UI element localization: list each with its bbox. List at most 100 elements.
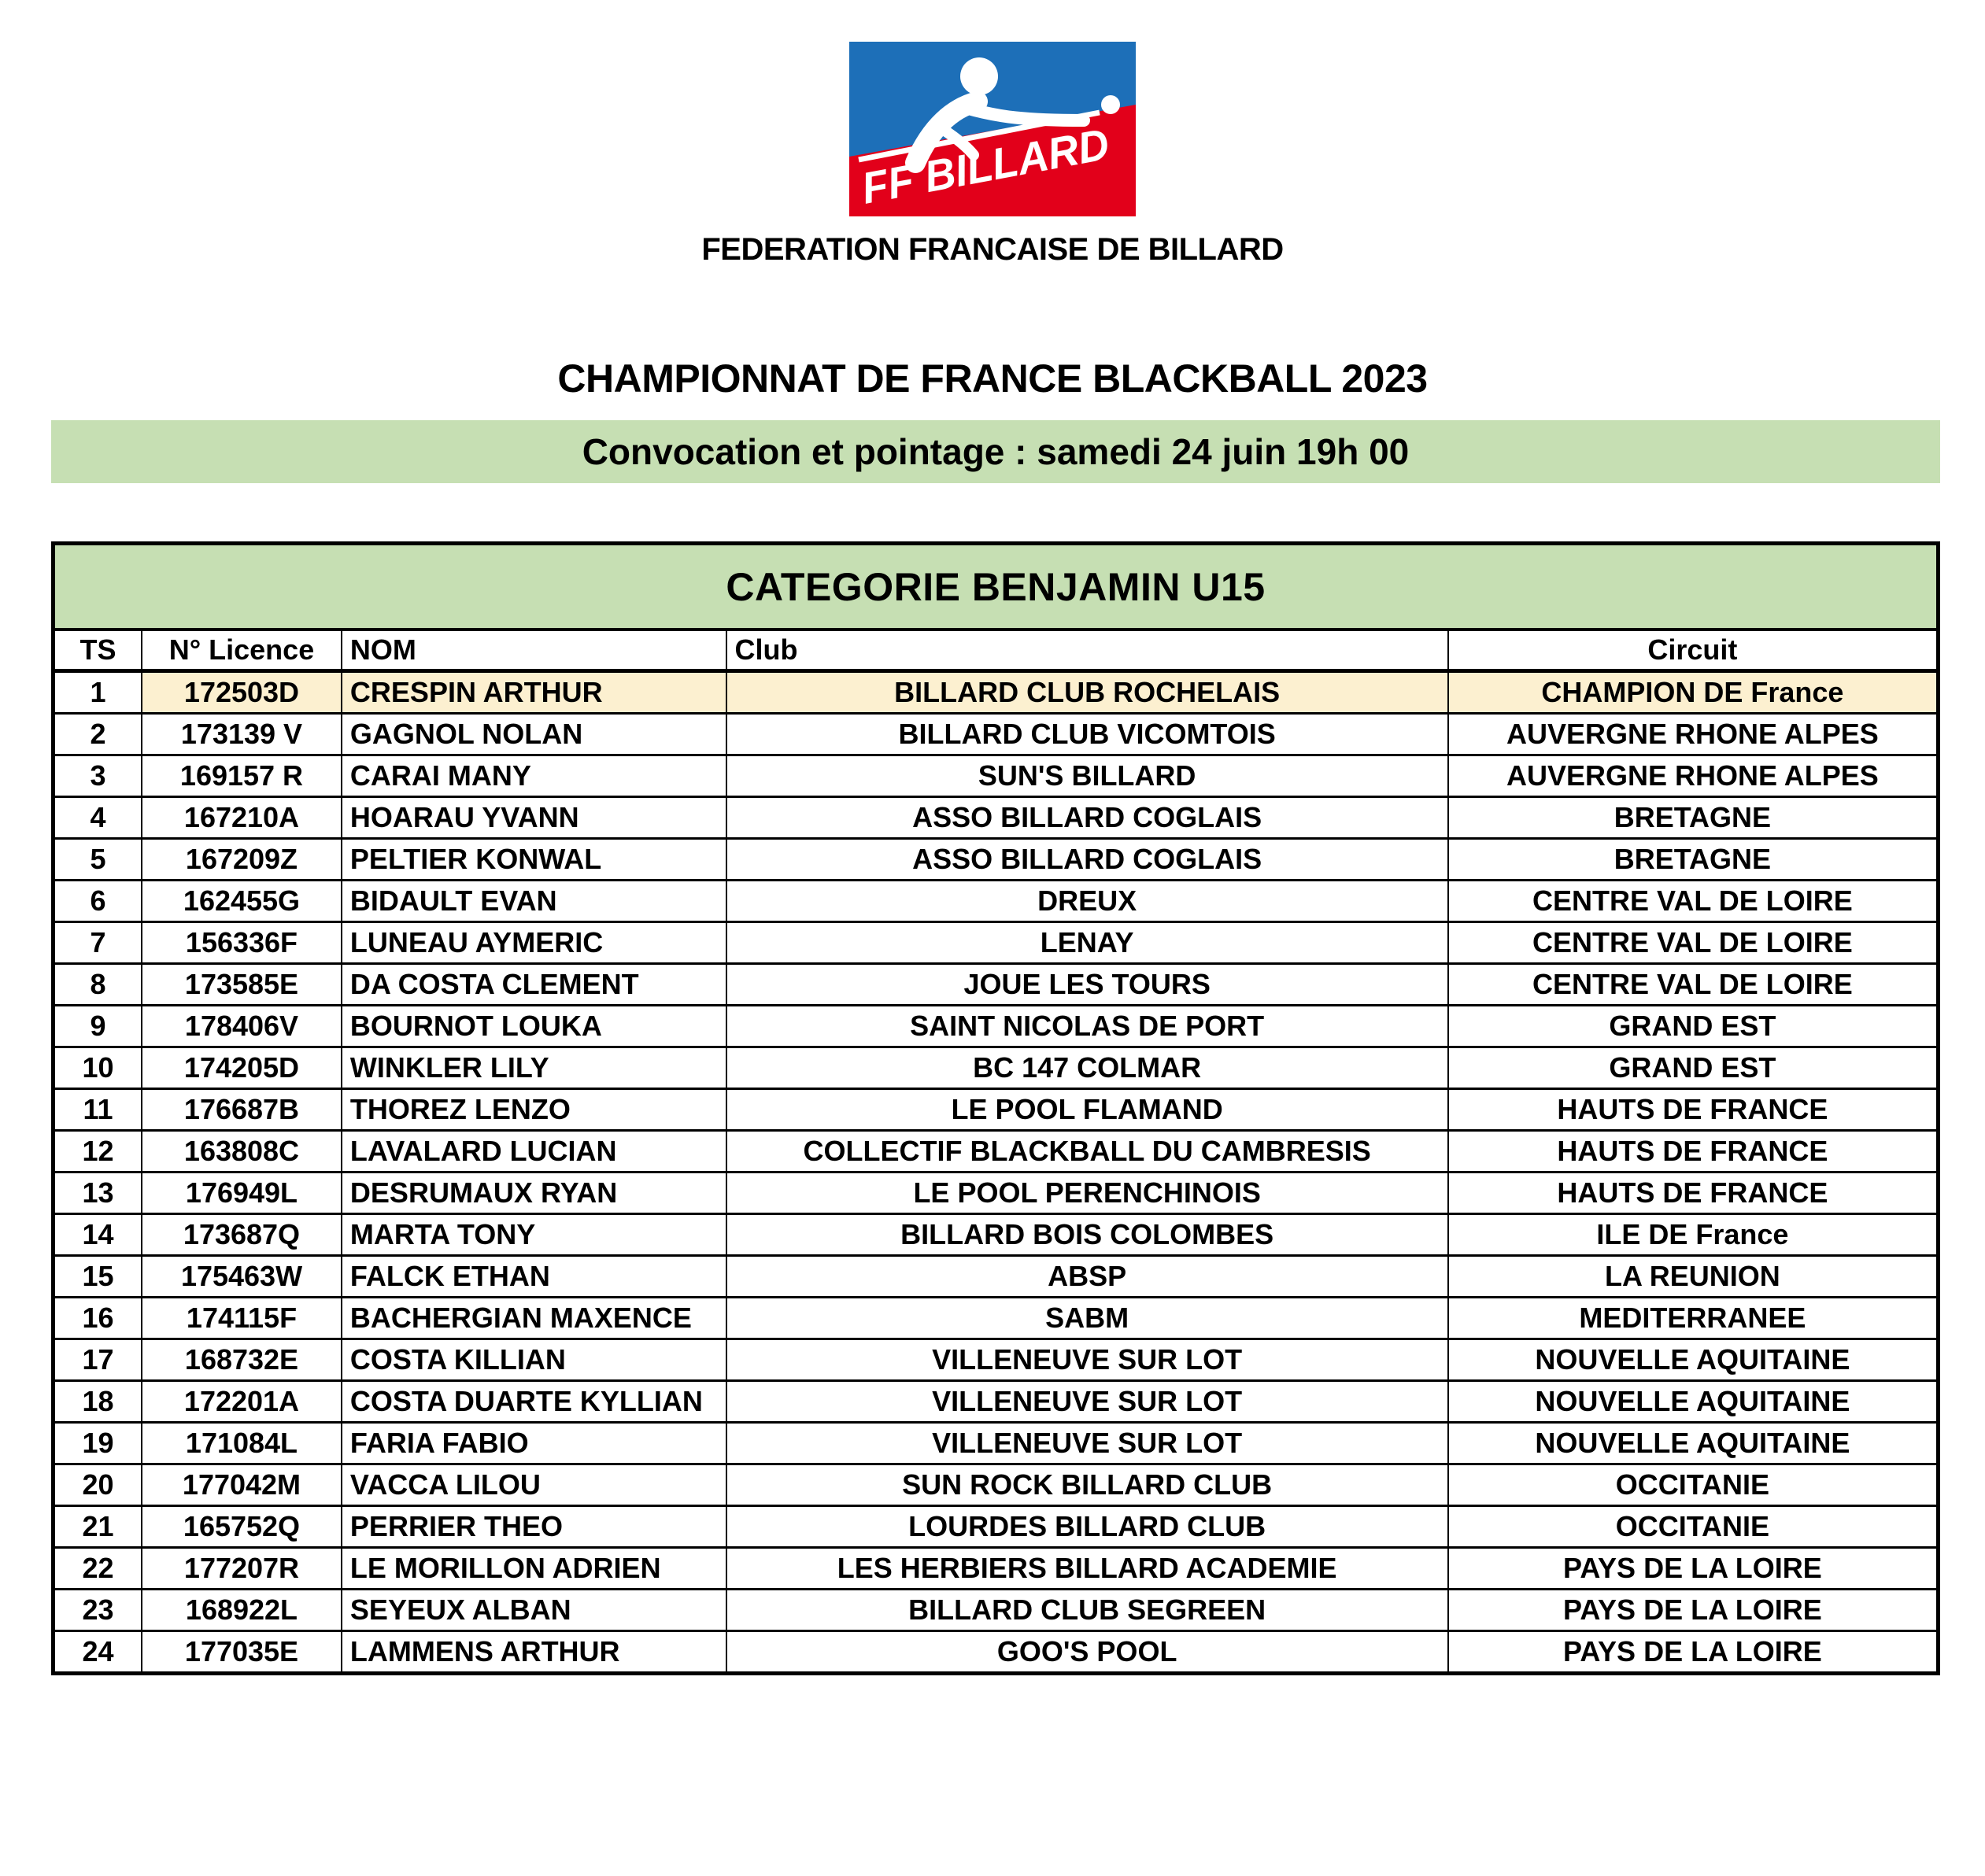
table-row: 18 172201A COSTA DUARTE KYLLIAN VILLENEU… (52, 1379, 1939, 1424)
cell-licence: 176687B (141, 1088, 342, 1132)
cell-licence: 168922L (141, 1588, 342, 1632)
table-row: 23 168922L SEYEUX ALBAN BILLARD CLUB SEG… (52, 1588, 1939, 1632)
cell-licence: 174205D (141, 1046, 342, 1090)
cell-circuit: NOUVELLE AQUITAINE (1447, 1421, 1939, 1465)
cell-circuit: HAUTS DE FRANCE (1447, 1129, 1939, 1173)
table-row: 17 168732E COSTA KILLIAN VILLENEUVE SUR … (52, 1338, 1939, 1382)
cell-nom: LAMMENS ARTHUR (340, 1630, 727, 1675)
table-row: 19 171084L FARIA FABIO VILLENEUVE SUR LO… (52, 1421, 1939, 1465)
cell-circuit: LA REUNION (1447, 1254, 1939, 1298)
cell-ts: 9 (52, 1004, 143, 1048)
cell-licence: 176949L (141, 1171, 342, 1215)
cell-nom: LUNEAU AYMERIC (340, 921, 727, 965)
cell-ts: 1 (52, 670, 143, 715)
table-row: 6 162455G BIDAULT EVAN DREUX CENTRE VAL … (52, 879, 1939, 923)
category-title: CATEGORIE BENJAMIN U15 (52, 542, 1939, 631)
table-row: 3 169157 R CARAI MANY SUN'S BILLARD AUVE… (52, 754, 1939, 798)
cell-circuit: HAUTS DE FRANCE (1447, 1171, 1939, 1215)
table-row: 1 172503D CRESPIN ARTHUR BILLARD CLUB RO… (52, 670, 1939, 715)
cell-circuit: OCCITANIE (1447, 1505, 1939, 1549)
table-row: 4 167210A HOARAU YVANN ASSO BILLARD COGL… (52, 796, 1939, 840)
cell-circuit: BRETAGNE (1447, 837, 1939, 881)
table-row: 9 178406V BOURNOT LOUKA SAINT NICOLAS DE… (52, 1004, 1939, 1048)
cell-club: VILLENEUVE SUR LOT (725, 1421, 1449, 1465)
cell-licence: 177035E (141, 1630, 342, 1675)
cell-circuit: AUVERGNE RHONE ALPES (1447, 754, 1939, 798)
cell-club: JOUE LES TOURS (725, 962, 1449, 1006)
table-row: 11 176687B THOREZ LENZO LE POOL FLAMAND … (52, 1088, 1939, 1132)
cell-ts: 19 (52, 1421, 143, 1465)
cell-circuit: NOUVELLE AQUITAINE (1447, 1379, 1939, 1424)
cell-ts: 22 (52, 1546, 143, 1590)
cell-ts: 24 (52, 1630, 143, 1675)
cell-club: SUN'S BILLARD (725, 754, 1449, 798)
col-header-club: Club (725, 628, 1449, 673)
cell-licence: 167209Z (141, 837, 342, 881)
cell-ts: 4 (52, 796, 143, 840)
cell-ts: 11 (52, 1088, 143, 1132)
cell-nom: GAGNOL NOLAN (340, 712, 727, 756)
cell-club: LENAY (725, 921, 1449, 965)
cell-nom: FALCK ETHAN (340, 1254, 727, 1298)
table-row: 5 167209Z PELTIER KONWAL ASSO BILLARD CO… (52, 837, 1939, 881)
cell-licence: 174115F (141, 1296, 342, 1340)
category-header-row: CATEGORIE BENJAMIN U15 (52, 542, 1939, 631)
cell-licence: 172201A (141, 1379, 342, 1424)
cell-circuit: CHAMPION DE France (1447, 670, 1939, 715)
federation-name: FEDERATION FRANCAISE DE BILLARD (701, 232, 1284, 267)
cell-club: BILLARD BOIS COLOMBES (725, 1213, 1449, 1257)
cell-club: SAINT NICOLAS DE PORT (725, 1004, 1449, 1048)
cell-ts: 15 (52, 1254, 143, 1298)
cell-circuit: ILE DE France (1447, 1213, 1939, 1257)
cell-licence: 156336F (141, 921, 342, 965)
ffb-logo-graphic: FF BILLARD (849, 42, 1136, 216)
col-header-circuit: Circuit (1447, 628, 1939, 673)
cell-circuit: PAYS DE LA LOIRE (1447, 1588, 1939, 1632)
player-table-body: 1 172503D CRESPIN ARTHUR BILLARD CLUB RO… (52, 670, 1939, 1675)
cell-ts: 7 (52, 921, 143, 965)
cell-ts: 2 (52, 712, 143, 756)
cell-ts: 16 (52, 1296, 143, 1340)
cell-licence: 177042M (141, 1463, 342, 1507)
page-title: CHAMPIONNAT DE FRANCE BLACKBALL 2023 (557, 356, 1428, 401)
cell-nom: HOARAU YVANN (340, 796, 727, 840)
cell-nom: BIDAULT EVAN (340, 879, 727, 923)
cell-ts: 13 (52, 1171, 143, 1215)
cell-nom: MARTA TONY (340, 1213, 727, 1257)
cell-licence: 171084L (141, 1421, 342, 1465)
cell-ts: 20 (52, 1463, 143, 1507)
cell-club: COLLECTIF BLACKBALL DU CAMBRESIS (725, 1129, 1449, 1173)
cell-licence: 163808C (141, 1129, 342, 1173)
cell-club: ASSO BILLARD COGLAIS (725, 837, 1449, 881)
cell-club: LE POOL PERENCHINOIS (725, 1171, 1449, 1215)
cell-club: GOO'S POOL (725, 1630, 1449, 1675)
cell-nom: PERRIER THEO (340, 1505, 727, 1549)
col-header-ts: TS (52, 628, 143, 673)
cell-licence: 173687Q (141, 1213, 342, 1257)
players-table: CATEGORIE BENJAMIN U15 TS N° Licence NOM… (51, 541, 1940, 1675)
cell-club: BC 147 COLMAR (725, 1046, 1449, 1090)
cell-club: ABSP (725, 1254, 1449, 1298)
cell-nom: FARIA FABIO (340, 1421, 727, 1465)
cell-nom: LAVALARD LUCIAN (340, 1129, 727, 1173)
column-header-row: TS N° Licence NOM Club Circuit (52, 628, 1939, 673)
cell-club: BILLARD CLUB VICOMTOIS (725, 712, 1449, 756)
cell-circuit: HAUTS DE FRANCE (1447, 1088, 1939, 1132)
cell-club: BILLARD CLUB SEGREEN (725, 1588, 1449, 1632)
cell-ts: 21 (52, 1505, 143, 1549)
cell-nom: WINKLER LILY (340, 1046, 727, 1090)
cell-club: SUN ROCK BILLARD CLUB (725, 1463, 1449, 1507)
cell-club: LES HERBIERS BILLARD ACADEMIE (725, 1546, 1449, 1590)
cell-licence: 168732E (141, 1338, 342, 1382)
cell-nom: CARAI MANY (340, 754, 727, 798)
table-row: 2 173139 V GAGNOL NOLAN BILLARD CLUB VIC… (52, 712, 1939, 756)
cell-ts: 3 (52, 754, 143, 798)
cell-nom: VACCA LILOU (340, 1463, 727, 1507)
cell-nom: LE MORILLON ADRIEN (340, 1546, 727, 1590)
cell-circuit: PAYS DE LA LOIRE (1447, 1630, 1939, 1675)
cell-ts: 6 (52, 879, 143, 923)
table-row: 24 177035E LAMMENS ARTHUR GOO'S POOL PAY… (52, 1630, 1939, 1675)
billiard-ball-icon (1101, 95, 1120, 114)
cell-nom: COSTA DUARTE KYLLIAN (340, 1379, 727, 1424)
